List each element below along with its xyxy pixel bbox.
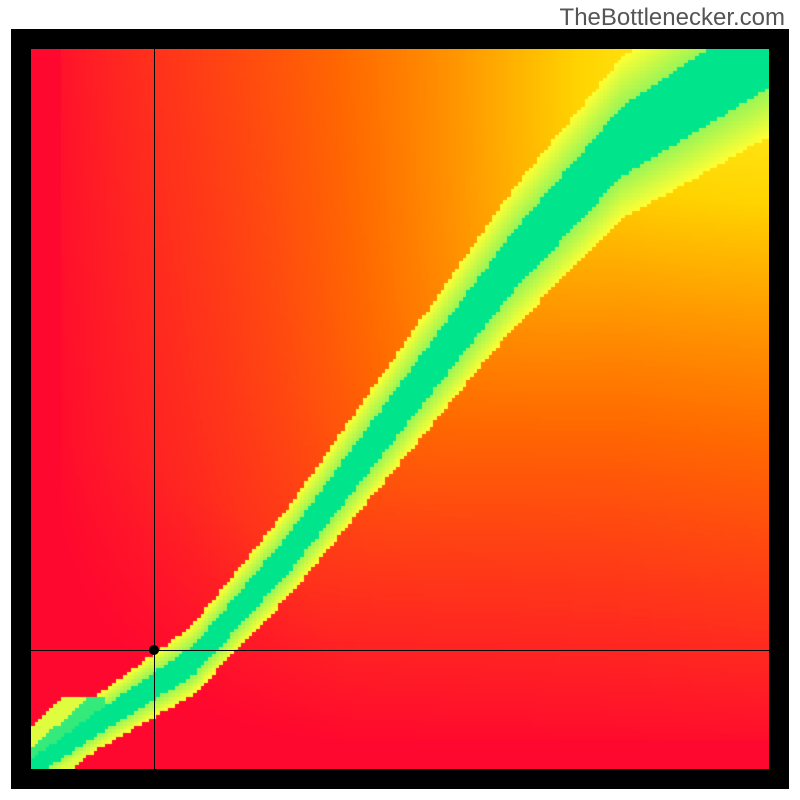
watermark-text: TheBottlenecker.com bbox=[560, 4, 785, 32]
heatmap-canvas bbox=[31, 49, 769, 769]
heatmap-canvas-wrap bbox=[31, 49, 769, 769]
crosshair-horizontal bbox=[31, 650, 769, 651]
crosshair-marker bbox=[149, 645, 159, 655]
crosshair-vertical bbox=[154, 49, 155, 769]
chart-frame bbox=[11, 29, 789, 789]
